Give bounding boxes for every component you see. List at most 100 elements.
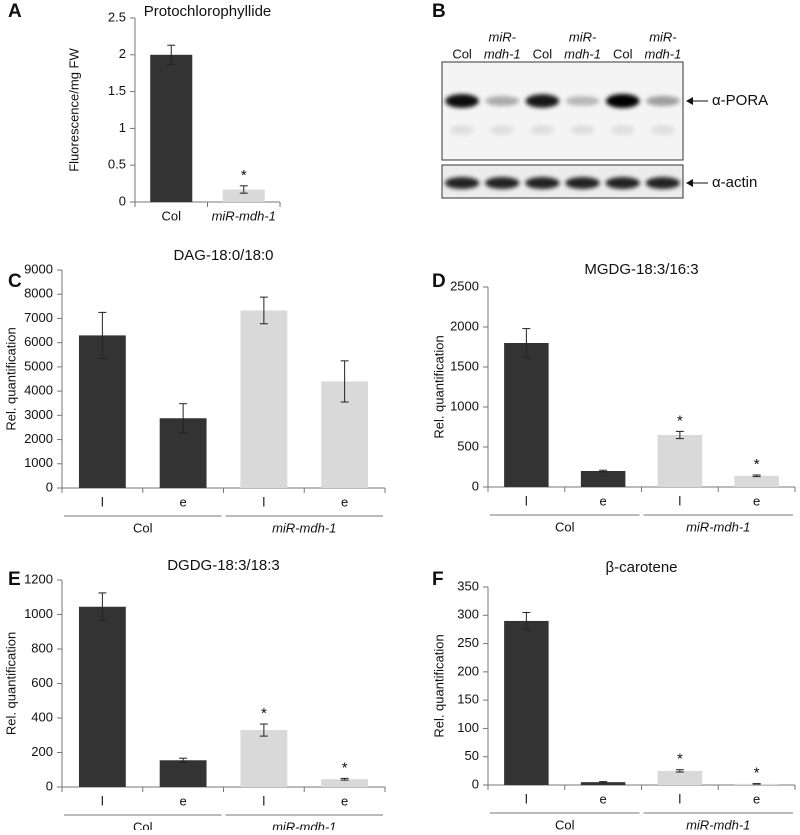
lane-label: miR- — [649, 29, 677, 44]
band — [484, 177, 520, 189]
band — [490, 125, 515, 135]
arrow-head — [686, 97, 693, 105]
x-tick-label: e — [180, 793, 187, 808]
x-tick-label: l — [525, 493, 528, 508]
x-tick-label: l — [262, 793, 265, 808]
lane-label: mdh-1 — [564, 46, 601, 61]
y-axis-label: Rel. quantification — [3, 327, 18, 430]
arrow-head — [686, 179, 693, 187]
y-tick-label: 1000 — [24, 455, 53, 470]
x-tick-label: l — [678, 493, 681, 508]
band — [450, 125, 475, 135]
significance: * — [261, 705, 267, 722]
y-tick-label: 800 — [31, 640, 53, 655]
y-tick-label: 200 — [457, 663, 479, 678]
bar — [240, 310, 288, 488]
y-tick-label: 350 — [457, 578, 479, 593]
band — [645, 177, 681, 189]
group-label: miR-mdh-1 — [686, 519, 750, 534]
bar — [240, 730, 288, 787]
band — [525, 177, 560, 189]
y-tick-label: 50 — [465, 748, 479, 763]
y-tick-label: 1000 — [450, 398, 479, 413]
bar — [504, 620, 549, 785]
y-tick-label: 9000 — [24, 261, 53, 276]
x-tick-label: l — [525, 791, 528, 806]
group-label: Col — [555, 519, 575, 534]
y-tick-label: 1500 — [450, 358, 479, 373]
y-tick-label: 1 — [119, 120, 126, 135]
band — [444, 177, 480, 189]
y-tick-label: 2 — [119, 46, 126, 61]
band-label: α-PORA — [712, 92, 768, 109]
band — [605, 177, 641, 189]
band — [525, 94, 560, 108]
significance: * — [677, 412, 683, 429]
bar — [734, 475, 779, 487]
bar — [580, 782, 626, 785]
band — [646, 95, 680, 107]
x-tick-label: e — [341, 494, 348, 509]
x-tick-label: e — [753, 791, 760, 806]
bar — [78, 606, 126, 787]
bar — [78, 335, 126, 488]
y-tick-label: 3000 — [24, 407, 53, 422]
blot-membrane — [441, 164, 684, 199]
lane-label: mdh-1 — [484, 46, 521, 61]
band — [650, 125, 675, 135]
y-tick-label: 5000 — [24, 358, 53, 373]
x-tick-label: l — [101, 494, 104, 509]
y-tick-label: 1.5 — [108, 83, 126, 98]
group-label: miR-mdh-1 — [686, 817, 750, 830]
y-axis-label: Rel. quantification — [431, 634, 446, 737]
y-tick-label: 0 — [46, 479, 53, 494]
band — [565, 177, 600, 189]
y-tick-label: 2000 — [24, 431, 53, 446]
band — [485, 96, 520, 106]
bar — [504, 343, 549, 487]
lane-label: miR- — [569, 29, 597, 44]
group-label: Col — [555, 817, 575, 830]
lane-label: mdh-1 — [644, 46, 681, 61]
panel-letter: B — [432, 1, 446, 22]
y-tick-label: 600 — [31, 675, 53, 690]
panel-letter: F — [432, 569, 444, 590]
band-label: α-actin — [712, 174, 757, 191]
band — [445, 94, 479, 108]
y-tick-label: 200 — [31, 744, 53, 759]
bar — [580, 471, 626, 487]
chart-title: MGDG-18:3/16:3 — [584, 261, 698, 278]
panel-letter: E — [8, 569, 21, 590]
group-label: Col — [133, 520, 153, 535]
y-axis-label: Rel. quantification — [431, 335, 446, 438]
y-tick-label: 0.5 — [108, 157, 126, 172]
significance: * — [241, 167, 247, 184]
y-axis-label: Fluorescence/mg FW — [66, 48, 81, 172]
y-tick-label: 300 — [457, 607, 479, 622]
bar — [159, 760, 207, 787]
bar — [150, 54, 193, 202]
y-tick-label: 7000 — [24, 310, 53, 325]
y-tick-label: 0 — [472, 478, 479, 493]
band — [610, 125, 635, 135]
bar — [321, 779, 369, 787]
group-label: miR-mdh-1 — [272, 819, 336, 830]
y-tick-label: 8000 — [24, 286, 53, 301]
lane-label: miR- — [489, 29, 517, 44]
bar — [222, 189, 265, 202]
bar — [657, 435, 703, 487]
y-tick-label: 0 — [472, 776, 479, 791]
y-tick-label: 2000 — [450, 318, 479, 333]
y-tick-label: 6000 — [24, 334, 53, 349]
bar — [657, 770, 703, 785]
y-tick-label: 500 — [457, 438, 479, 453]
significance: * — [677, 751, 683, 768]
x-tick-label: l — [678, 791, 681, 806]
y-tick-label: 0 — [119, 193, 126, 208]
x-tick-label: miR-mdh-1 — [212, 208, 276, 223]
band — [605, 94, 640, 108]
chart-title: DGDG-18:3/18:3 — [167, 557, 280, 574]
panel-letter: A — [8, 1, 22, 22]
y-tick-label: 2.5 — [108, 9, 126, 24]
y-tick-label: 250 — [457, 635, 479, 650]
